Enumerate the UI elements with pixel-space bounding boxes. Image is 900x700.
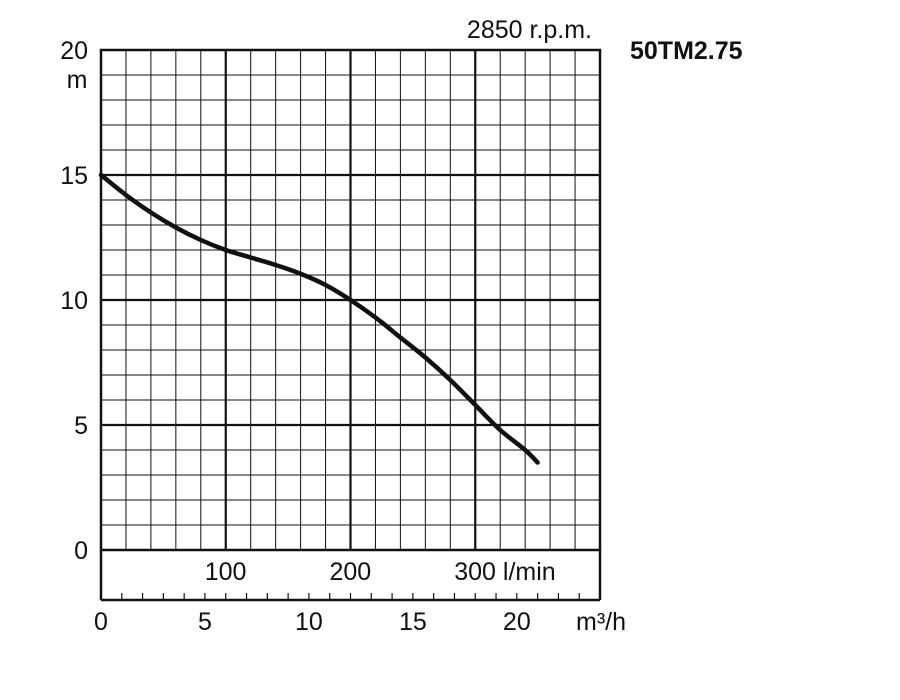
x-tick-label: 10 — [295, 608, 323, 636]
curve-layer — [98, 172, 540, 465]
y-tick-labels: 0 5 10 15 20 — [60, 37, 88, 565]
x-tick-label: 20 — [503, 608, 531, 636]
y-tick-label: 10 — [60, 287, 88, 315]
y-tick-label: 15 — [60, 162, 88, 190]
x-axis-unit-label: m³/h — [576, 608, 626, 636]
chart-subtitle: 2850 r.p.m. — [467, 16, 592, 44]
plot-frame — [99, 48, 602, 552]
flow-scale-panel — [99, 550, 602, 602]
flow-lmin-tick-label: 300 l/min — [454, 558, 555, 586]
major-gridlines — [101, 50, 600, 550]
y-axis-label: m — [67, 66, 88, 94]
plot-border — [99, 48, 602, 552]
flow-lmin-tick-label: 200 — [330, 558, 372, 586]
y-tick-label: 0 — [74, 537, 88, 565]
y-tick-label: 20 — [60, 37, 88, 65]
x-tick-label: 15 — [399, 608, 427, 636]
flow-lmin-tick-label: 100 — [205, 558, 247, 586]
y-tick-label: 5 — [74, 412, 88, 440]
x-tick-labels: 0 5 10 15 20 — [94, 608, 531, 636]
performance-curve — [98, 172, 540, 465]
x-tick-label: 5 — [198, 608, 212, 636]
chart-title: 50TM2.75 — [630, 37, 743, 65]
x-tick-label: 0 — [94, 608, 108, 636]
flow-lmin-tick-labels: 100 200 300 l/min — [205, 558, 556, 586]
